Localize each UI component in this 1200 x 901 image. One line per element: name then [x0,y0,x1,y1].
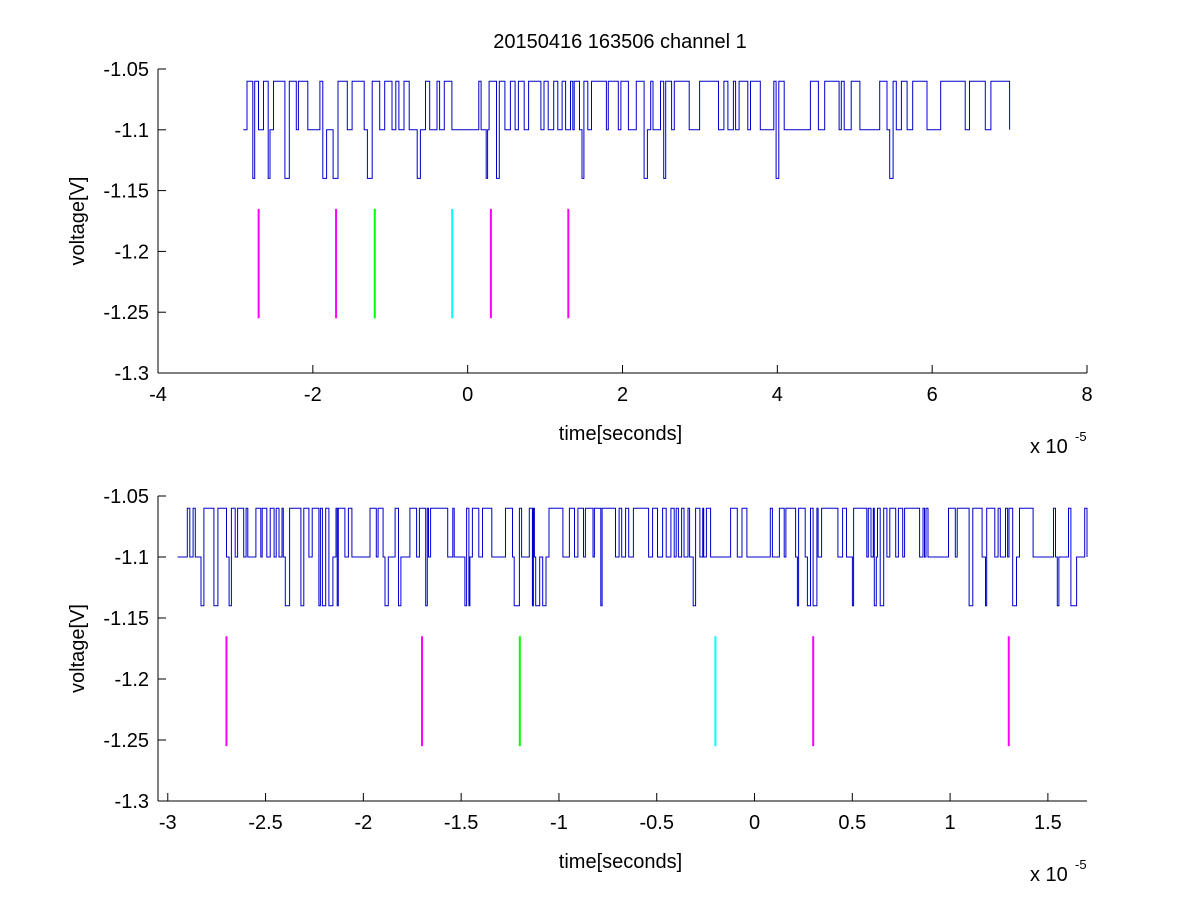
plot1-y-tick-label: -1.3 [115,791,149,813]
plot0-x-tick-label: 4 [772,384,783,406]
plot1-y-tick-label: -1.2 [115,669,149,691]
plot0-y-tick-label: -1.25 [103,302,149,324]
plot0-x-tick-label: 6 [927,384,938,406]
plot0-x-axis-label: time[seconds] [559,423,682,445]
plot1-x-tick-label: -1 [550,812,568,834]
plot0-y-axis-label: voltage[V] [67,177,89,266]
plot0-signal-line [243,80,1011,179]
plot0-x-exponent: -5 [1075,429,1087,444]
plot0-y-tick-label: -1.2 [115,241,149,263]
plot1-x-tick-label: -2 [354,812,372,834]
plot0-x-exponent-label: x 10 [1030,436,1068,458]
plot1-x-exponent: -5 [1075,857,1087,872]
plot0-x-tick-label: 0 [462,384,473,406]
plot0-x-tick-label: -2 [304,384,322,406]
plot1-y-tick-label: -1.25 [103,730,149,752]
plot1-x-tick-label: -2.5 [248,812,282,834]
plot0-x-tick-label: 2 [617,384,628,406]
plot0-x-tick-label: -4 [149,384,167,406]
plot1-y-tick-label: -1.05 [103,486,149,508]
plot0-y-tick-label: -1.3 [115,363,149,385]
plot1-y-tick-label: -1.15 [103,608,149,630]
top-plot: -4 -2 0 2 4 6 8 -1.05 -1.1 -1.15 -1.2 -1.25 -1.3 time… [67,59,1093,458]
plot1-y-axis-label: voltage[V] [67,604,89,693]
plot1-x-tick-label: 0 [749,812,760,834]
plot1-signal-line [177,507,1088,607]
plot1-y-tick-label: -1.1 [115,547,149,569]
plot1-x-tick-label: 1 [945,812,956,834]
plot1-x-tick-label: 1.5 [1034,812,1062,834]
plot1-x-axis-label: time[seconds] [559,851,682,873]
plot0-x-tick-label: 8 [1081,384,1092,406]
plot0-y-tick-label: -1.15 [103,181,149,203]
plot1-x-tick-label: -3 [159,812,177,834]
plot1-x-tick-label: 0.5 [838,812,866,834]
plot0-y-tick-label: -1.05 [103,59,149,81]
figure-title: 20150416 163506 channel 1 [493,31,747,53]
plot1-x-exponent-label: x 10 [1030,864,1068,886]
plot1-x-tick-label: -1.5 [444,812,478,834]
plot1-x-tick-label: -0.5 [639,812,673,834]
bottom-plot: -3 -2.5 -2 -1.5 -1 -0.5 0 0.5 1 1.5 -1.05 -1.1 -1.15… [67,486,1088,886]
plot0-y-tick-label: -1.1 [115,120,149,142]
